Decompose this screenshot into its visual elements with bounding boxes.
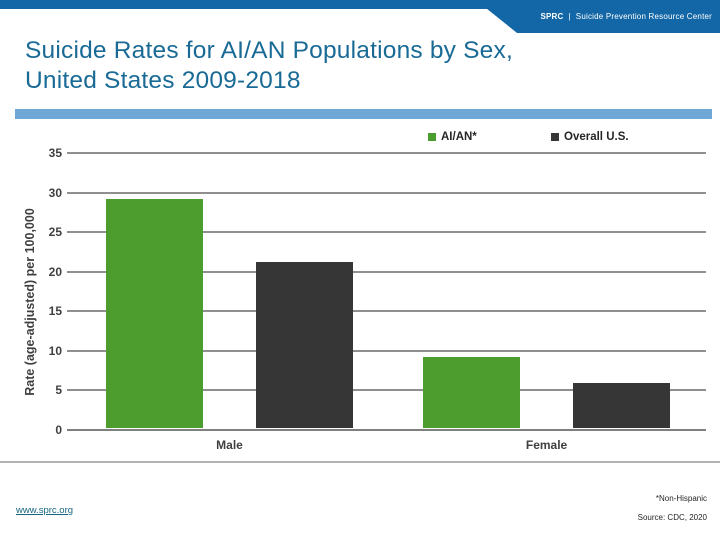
gridline (67, 231, 706, 234)
source-citation: Source: CDC, 2020 (637, 513, 707, 522)
y-axis-title: Rate (age-adjusted) per 100,000 (23, 208, 37, 396)
gridline (67, 389, 706, 392)
y-axis: 0 5 10 15 20 25 30 35 (28, 0, 62, 540)
gridline (67, 191, 706, 194)
x-axis-line (67, 429, 706, 431)
y-tick-label: 35 (48, 146, 62, 160)
legend-item-overall: Overall U.S. (551, 131, 629, 143)
bar-aian-female (422, 356, 520, 428)
brand-name: SPRC (540, 12, 564, 21)
gridline (67, 270, 706, 273)
y-tick-label: 5 (55, 383, 62, 398)
slide-title: Suicide Rates for AI/AN Populations by S… (25, 36, 513, 96)
legend-label-overall: Overall U.S. (564, 131, 629, 143)
org-name: Suicide Prevention Resource Center (575, 12, 712, 21)
gridline (67, 349, 706, 352)
bar-overallus-female (572, 382, 670, 428)
y-tick-label: 30 (48, 185, 62, 200)
x-category-label-male: Male (216, 438, 243, 452)
legend-item-aian: AI/AN* (428, 131, 477, 143)
footer-divider-line (0, 461, 720, 463)
sprc-website-link[interactable]: www.sprc.org (16, 505, 74, 516)
x-axis: Male Female (88, 438, 706, 454)
slide-title-line1: Suicide Rates for AI/AN Populations by S… (25, 37, 513, 64)
y-tick-label: 0 (55, 423, 62, 437)
non-hispanic-footnote: *Non-Hispanic (655, 494, 707, 503)
y-tick-label: 25 (48, 225, 62, 240)
title-divider-bar (15, 109, 712, 119)
y-tick-label: 10 (48, 343, 62, 358)
bar-overallus-male (256, 261, 354, 428)
slide-title-line2: United States 2009-2018 (25, 67, 301, 94)
y-tick-label: 20 (48, 264, 62, 279)
plot-area (67, 152, 706, 431)
legend-swatch-overall (551, 133, 559, 141)
y-tick-label: 15 (48, 304, 62, 319)
gridline (67, 310, 706, 313)
brand-separator: | (568, 12, 571, 21)
x-category-label-female: Female (525, 438, 568, 452)
gridline (67, 152, 706, 154)
top-accent-strip (0, 0, 720, 9)
legend-swatch-aian (428, 133, 436, 141)
header-banner: SPRC | Suicide Prevention Resource Cente… (487, 0, 720, 33)
legend-label-aian: AI/AN* (441, 131, 477, 143)
bar-aian-male (106, 198, 204, 428)
